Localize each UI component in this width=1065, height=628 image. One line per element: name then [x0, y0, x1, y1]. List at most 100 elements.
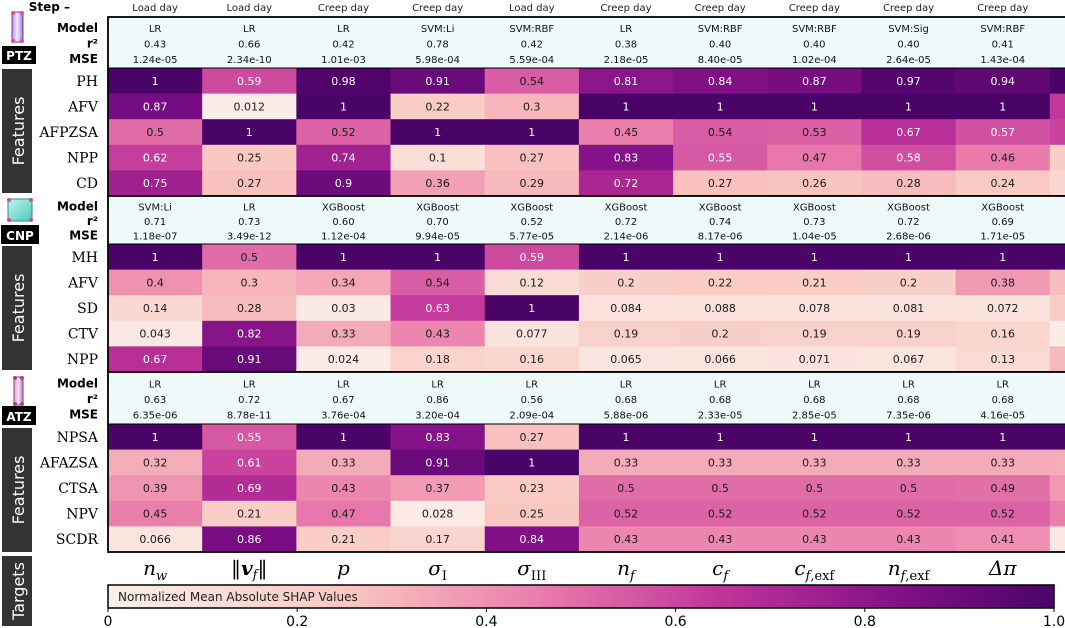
heatmap-cell — [578, 170, 674, 197]
meta-r2-cell: 0.74 — [709, 217, 731, 228]
heatmap-cell — [202, 244, 297, 271]
heatmap-cell — [673, 500, 768, 527]
meta-mse-cell: 3.76e-04 — [321, 411, 366, 422]
heatmap-cell-value: 0.33 — [331, 456, 356, 469]
target-label: nf,exf — [888, 556, 931, 584]
heatmap-cell — [767, 244, 862, 271]
heatmap-cell-value: 1 — [340, 100, 347, 113]
heatmap-cell — [296, 295, 392, 322]
heatmap-cell — [1049, 269, 1065, 296]
heatmap-cell-value: 0.84 — [520, 533, 545, 546]
heatmap-cell — [108, 500, 203, 527]
feature-label: NPSA — [57, 430, 99, 446]
heatmap-cell-value: 0.33 — [990, 456, 1015, 469]
heatmap-cell-value: 0.22 — [425, 100, 450, 113]
heatmap-cell — [390, 526, 486, 553]
meta-mse-cell: 5.59e-04 — [509, 55, 554, 66]
heatmap-cell-value: 0.91 — [237, 353, 262, 366]
cnp-label: CNP — [6, 229, 34, 243]
heatmap-cell — [296, 475, 392, 502]
panel-ptz: Model LR LR LR SVM:Li SVM:RBF LR SVM:RBF SVM:RBF… — [38, 16, 1065, 197]
heatmap-cell — [390, 500, 486, 527]
heatmap-cell — [578, 526, 674, 553]
panel-cnp: Model SVM:Li LR XGBoost XGBoost XGBoost XGBoos… — [57, 195, 1065, 373]
heatmap-cell-value: 0.55 — [708, 152, 733, 165]
feature-label: NPP — [67, 352, 98, 368]
heatmap-cell-value: 0.066 — [704, 353, 736, 366]
heatmap-cell-value: 0.74 — [331, 152, 356, 165]
heatmap-cell — [955, 269, 1051, 296]
heatmap-cell-value: 0.91 — [425, 456, 450, 469]
features-axis-atz: Features — [2, 428, 32, 552]
heatmap-cell — [202, 68, 297, 95]
heatmap-cell — [1049, 68, 1065, 95]
heatmap-cell — [484, 269, 580, 296]
heatmap-cell-value: 0.98 — [331, 75, 356, 88]
meta-r2-cell: 0.40 — [709, 40, 731, 51]
meta-mse-cell: 3.20e-04 — [415, 411, 460, 422]
heatmap-cell — [578, 269, 674, 296]
heatmap-cell — [861, 424, 957, 451]
step-cell: Load day — [132, 3, 178, 14]
meta-r2-cell: 0.73 — [803, 217, 825, 228]
step-cell: Load day — [509, 3, 555, 14]
heatmap-cell-value: 0.36 — [425, 177, 450, 190]
heatmap-cell — [1049, 320, 1065, 347]
ptz-label: PTZ — [6, 49, 32, 63]
meta-mse-cell: 3.49e-12 — [227, 231, 272, 242]
heatmap-cell-value: 0.54 — [520, 75, 545, 88]
heatmap-cell-value: 0.078 — [799, 302, 831, 315]
heatmap-cell-value: 1 — [340, 431, 347, 444]
heatmap-cell — [1049, 526, 1065, 553]
heatmap-cell-value: 0.071 — [799, 353, 831, 366]
heatmap-cell — [1049, 346, 1065, 373]
heatmap-cell — [1049, 295, 1065, 322]
heatmap-cell — [296, 269, 392, 296]
targets-axis: Targets — [2, 556, 32, 626]
meta-row-label-model: Model — [57, 200, 98, 214]
meta-model-cell: LR — [243, 203, 256, 214]
heatmap-cell-value: 0.4 — [146, 276, 164, 289]
meta-r2-cell: 0.68 — [803, 395, 825, 406]
target-label: cf — [712, 556, 730, 584]
heatmap-cell — [955, 295, 1051, 322]
meta-mse-cell: 2.14e-06 — [604, 231, 649, 242]
heatmap-cell-value: 0.43 — [708, 533, 733, 546]
heatmap-cell — [296, 144, 392, 171]
heatmap-cell-value: 0.043 — [139, 328, 171, 341]
heatmap-cell — [861, 144, 957, 171]
meta-r2-cell: 0.69 — [992, 217, 1014, 228]
heatmap-cell — [955, 320, 1051, 347]
heatmap-cell — [108, 244, 203, 271]
heatmap-cell — [955, 144, 1051, 171]
heatmap-cell — [484, 68, 580, 95]
heatmap-cell-value: 0.53 — [802, 126, 827, 139]
heatmap-cell-value: 0.5 — [711, 482, 729, 495]
meta-model-cell: LR — [620, 379, 633, 390]
heatmap-cell — [202, 320, 297, 347]
meta-r2-cell: 0.68 — [992, 395, 1014, 406]
meta-model-cell: SVM:Sig — [888, 24, 929, 35]
meta-mse-cell: 8.17e-06 — [698, 231, 743, 242]
heatmap-cell — [955, 93, 1051, 120]
panel-atz: ModelLRLRLRLRLRLRLRLRLRLRLRr²0.630.720.6… — [39, 371, 1065, 553]
colorbar: Normalized Mean Absolute SHAP Values 0 0.… — [104, 584, 1065, 628]
meta-model-cell: LR — [337, 379, 350, 390]
meta-mse-cell: 7.35e-06 — [886, 411, 931, 422]
heatmap-cell — [484, 119, 580, 146]
meta-r2-cell: 0.38 — [615, 40, 637, 51]
meta-row-label-mse: MSE — [69, 52, 98, 66]
heatmap-cell — [108, 526, 203, 553]
heatmap-cell — [296, 424, 392, 451]
meta-background — [108, 196, 1065, 244]
heatmap-cell-value: 0.33 — [614, 456, 639, 469]
panels: Model LR LR LR SVM:Li SVM:RBF LR SVM:RBF SVM:RBF… — [38, 16, 1065, 553]
heatmap-cell-value: 0.21 — [802, 276, 827, 289]
target-label: σI — [428, 556, 447, 584]
heatmap-cell-value: 0.55 — [237, 431, 262, 444]
meta-row-label-r2: r² — [87, 392, 98, 406]
meta-model-cell: LR — [337, 24, 350, 35]
heatmap-cell-value: 0.1 — [429, 152, 447, 165]
heatmap-cell-value: 0.37 — [425, 482, 450, 495]
heatmap-cell — [108, 424, 203, 451]
